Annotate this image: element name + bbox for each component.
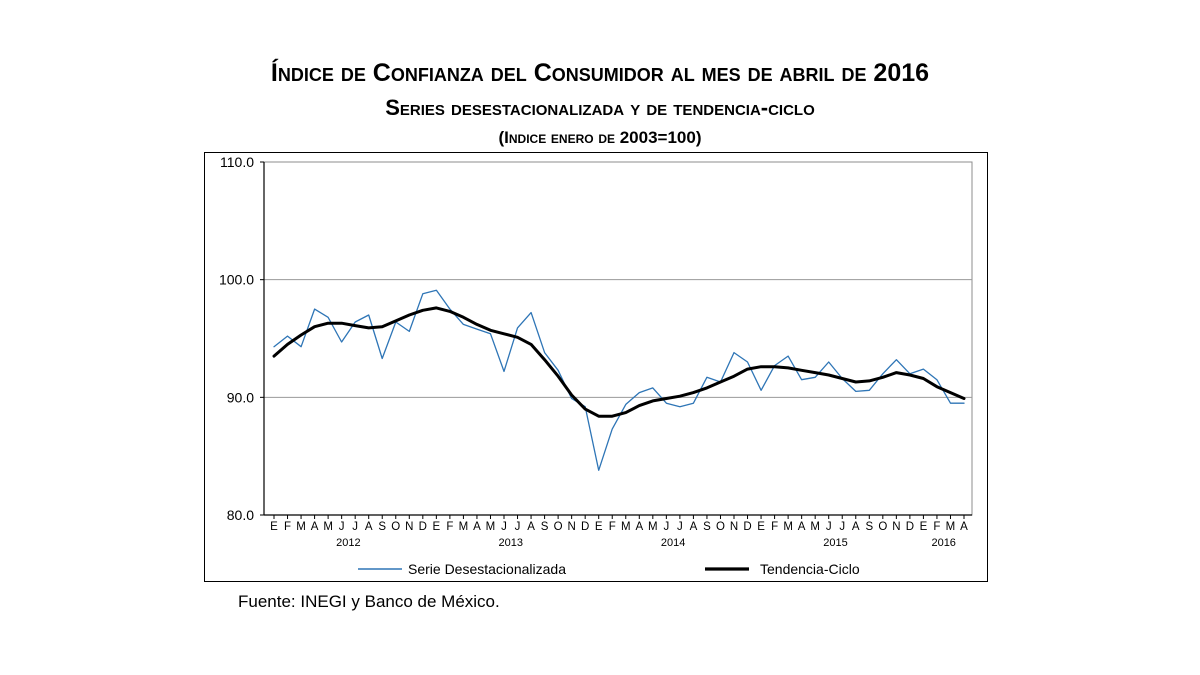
x-month-label: F <box>933 521 940 533</box>
x-month-label: N <box>405 521 413 533</box>
x-month-label: E <box>270 521 278 533</box>
x-month-label: F <box>446 521 453 533</box>
x-month-label: N <box>730 521 738 533</box>
x-year-label: 2013 <box>499 537 523 549</box>
x-month-label: J <box>339 521 345 533</box>
x-month-label: J <box>826 521 832 533</box>
chart-frame <box>204 152 988 582</box>
x-month-label: F <box>284 521 291 533</box>
x-month-label: M <box>621 521 631 533</box>
x-month-label: M <box>783 521 793 533</box>
x-month-label: D <box>743 521 751 533</box>
legend-label: Serie Desestacionalizada <box>408 561 566 577</box>
x-month-label: S <box>541 521 549 533</box>
x-month-label: A <box>311 521 319 533</box>
x-month-label: E <box>433 521 441 533</box>
x-month-label: N <box>892 521 900 533</box>
x-month-label: D <box>906 521 914 533</box>
chart-subtitle: Series desestacionalizada y de tendencia… <box>385 95 815 120</box>
x-month-label: D <box>581 521 589 533</box>
chart-index-note: (Indice enero de 2003=100) <box>498 128 702 147</box>
x-year-label: 2014 <box>661 537 685 549</box>
x-year-label: 2015 <box>823 537 847 549</box>
x-month-label: O <box>716 521 725 533</box>
x-month-label: M <box>648 521 658 533</box>
series-line-desestacionalizada <box>273 289 965 471</box>
x-month-label: O <box>554 521 563 533</box>
x-year-label: 2016 <box>931 537 955 549</box>
x-month-label: O <box>878 521 887 533</box>
x-month-label: E <box>595 521 603 533</box>
x-month-label: J <box>352 521 358 533</box>
x-month-label: M <box>810 521 820 533</box>
x-year-label: 2012 <box>336 537 360 549</box>
x-month-label: S <box>865 521 873 533</box>
x-month-label: M <box>459 521 469 533</box>
x-month-label: A <box>527 521 535 533</box>
x-month-label: F <box>609 521 616 533</box>
x-month-label: S <box>703 521 711 533</box>
chart-title: Índice de Confianza del Consumidor al me… <box>270 59 930 87</box>
x-month-label: M <box>323 521 333 533</box>
y-tick-label: 110.0 <box>220 154 254 170</box>
x-month-label: A <box>960 521 968 533</box>
x-month-label: A <box>798 521 806 533</box>
x-month-label: S <box>378 521 386 533</box>
x-month-label: D <box>419 521 427 533</box>
x-month-label: M <box>946 521 956 533</box>
legend-label: Tendencia-Ciclo <box>760 561 860 577</box>
plot-area <box>263 161 973 516</box>
x-month-label: A <box>635 521 643 533</box>
x-month-label: J <box>501 521 507 533</box>
x-month-label: J <box>677 521 683 533</box>
x-month-label: F <box>771 521 778 533</box>
x-month-label: A <box>690 521 698 533</box>
x-month-label: A <box>852 521 860 533</box>
x-month-label: O <box>391 521 400 533</box>
x-month-label: J <box>515 521 521 533</box>
x-month-label: A <box>365 521 373 533</box>
x-month-label: J <box>663 521 669 533</box>
x-month-label: E <box>920 521 928 533</box>
x-month-label: A <box>473 521 481 533</box>
x-month-label: N <box>567 521 575 533</box>
x-month-label: M <box>486 521 496 533</box>
y-tick-label: 90.0 <box>227 389 254 405</box>
y-tick-label: 100.0 <box>219 272 254 288</box>
y-tick-label: 80.0 <box>227 507 254 523</box>
x-month-label: E <box>757 521 765 533</box>
source-note: Fuente: INEGI y Banco de México. <box>238 592 500 611</box>
x-month-label: J <box>839 521 845 533</box>
x-month-label: M <box>296 521 306 533</box>
series-line-tendencia-ciclo <box>272 306 966 418</box>
